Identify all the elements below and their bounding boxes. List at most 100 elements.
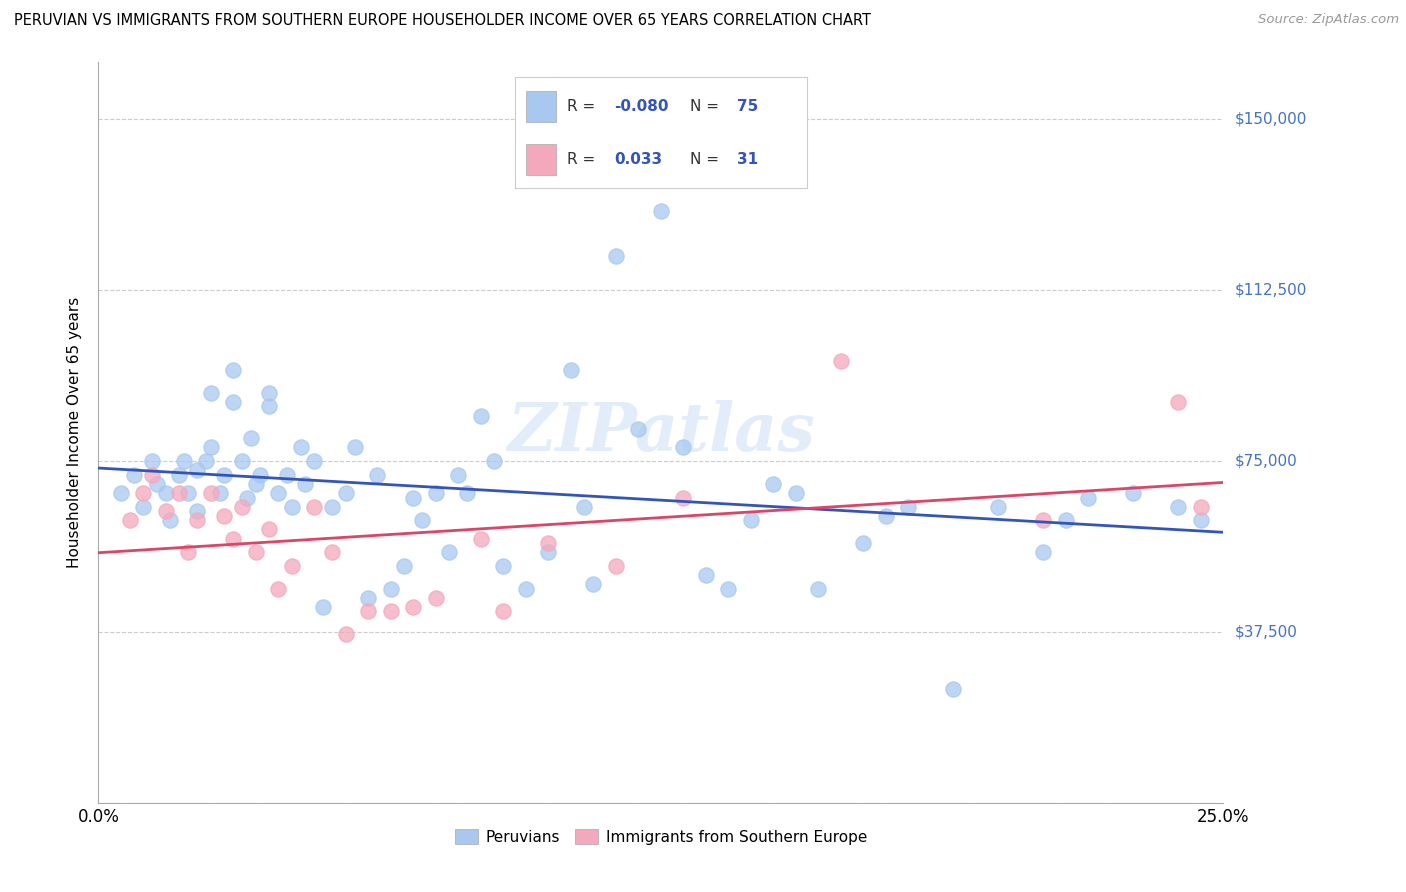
Point (195, 454, 218, 468)
Point (155, 486, 177, 500)
Point (785, 486, 807, 500)
Point (537, 545, 560, 559)
Text: Source: ZipAtlas.com: Source: ZipAtlas.com (1258, 13, 1399, 27)
Point (357, 604, 380, 618)
Point (222, 532, 245, 546)
Point (245, 545, 267, 559)
Point (470, 532, 492, 546)
Point (304, 454, 326, 468)
Point (222, 363, 245, 377)
Point (627, 422, 650, 436)
Point (259, 523, 281, 537)
Point (169, 486, 191, 500)
Point (672, 441, 695, 455)
Point (439, 545, 461, 559)
Point (249, 467, 271, 482)
Text: PERUVIAN VS IMMIGRANTS FROM SOUTHERN EUROPE HOUSEHOLDER INCOME OVER 65 YEARS COR: PERUVIAN VS IMMIGRANTS FROM SOUTHERN EUR… (14, 13, 872, 29)
Point (574, 500, 596, 514)
Point (875, 508, 897, 523)
Point (942, 681, 965, 696)
Point (717, 582, 740, 596)
Point (321, 500, 343, 514)
Point (605, 558, 627, 573)
Point (321, 545, 343, 559)
Point (492, 558, 515, 573)
Text: ZIPatlas: ZIPatlas (508, 401, 814, 465)
Point (1189, 500, 1212, 514)
Point (537, 536, 560, 550)
Point (200, 486, 222, 500)
Point (124, 467, 146, 482)
Point (762, 476, 785, 491)
Point (304, 500, 326, 514)
Point (141, 454, 163, 468)
Point (1167, 500, 1189, 514)
Point (231, 500, 253, 514)
Text: $150,000: $150,000 (1234, 112, 1306, 127)
Point (740, 513, 762, 527)
Point (897, 500, 920, 514)
Point (236, 491, 259, 505)
Point (380, 604, 402, 618)
Point (159, 513, 181, 527)
Point (155, 504, 177, 518)
Point (515, 582, 537, 596)
Point (987, 500, 1010, 514)
Point (240, 431, 263, 445)
Point (259, 385, 281, 400)
Legend: Peruvians, Immigrants from Southern Europe: Peruvians, Immigrants from Southern Euro… (449, 822, 873, 851)
Point (425, 591, 447, 605)
Point (335, 627, 357, 641)
Point (186, 513, 208, 527)
Point (402, 491, 425, 505)
Point (222, 395, 245, 409)
Point (132, 500, 155, 514)
Point (560, 363, 582, 377)
Point (447, 467, 470, 482)
Text: $37,500: $37,500 (1234, 624, 1298, 640)
Point (695, 568, 717, 582)
Point (402, 599, 425, 614)
Point (484, 454, 506, 468)
Point (186, 504, 208, 518)
Point (1054, 513, 1077, 527)
Point (245, 476, 267, 491)
Point (425, 486, 447, 500)
Point (200, 441, 222, 455)
Y-axis label: Householder Income Over 65 years: Householder Income Over 65 years (67, 297, 83, 568)
Point (110, 486, 132, 500)
Point (214, 508, 236, 523)
Point (281, 558, 304, 573)
Point (1077, 491, 1099, 505)
Point (132, 486, 155, 500)
Text: $112,500: $112,500 (1234, 283, 1306, 298)
Point (394, 558, 416, 573)
Point (672, 491, 695, 505)
Point (1189, 513, 1212, 527)
Point (830, 354, 852, 368)
Point (1122, 486, 1144, 500)
Point (294, 476, 316, 491)
Point (1032, 513, 1054, 527)
Point (200, 385, 222, 400)
Point (1032, 545, 1054, 559)
Point (807, 582, 830, 596)
Point (146, 476, 169, 491)
Point (312, 599, 335, 614)
Point (177, 486, 200, 500)
Point (582, 577, 605, 591)
Point (290, 441, 312, 455)
Point (276, 467, 298, 482)
Point (650, 203, 672, 218)
Point (411, 513, 433, 527)
Point (492, 604, 515, 618)
Point (267, 582, 290, 596)
Point (177, 545, 200, 559)
Point (208, 486, 231, 500)
Point (169, 467, 191, 482)
Point (231, 454, 253, 468)
Point (259, 400, 281, 414)
Text: $75,000: $75,000 (1234, 454, 1298, 468)
Point (335, 486, 357, 500)
Point (470, 409, 492, 423)
